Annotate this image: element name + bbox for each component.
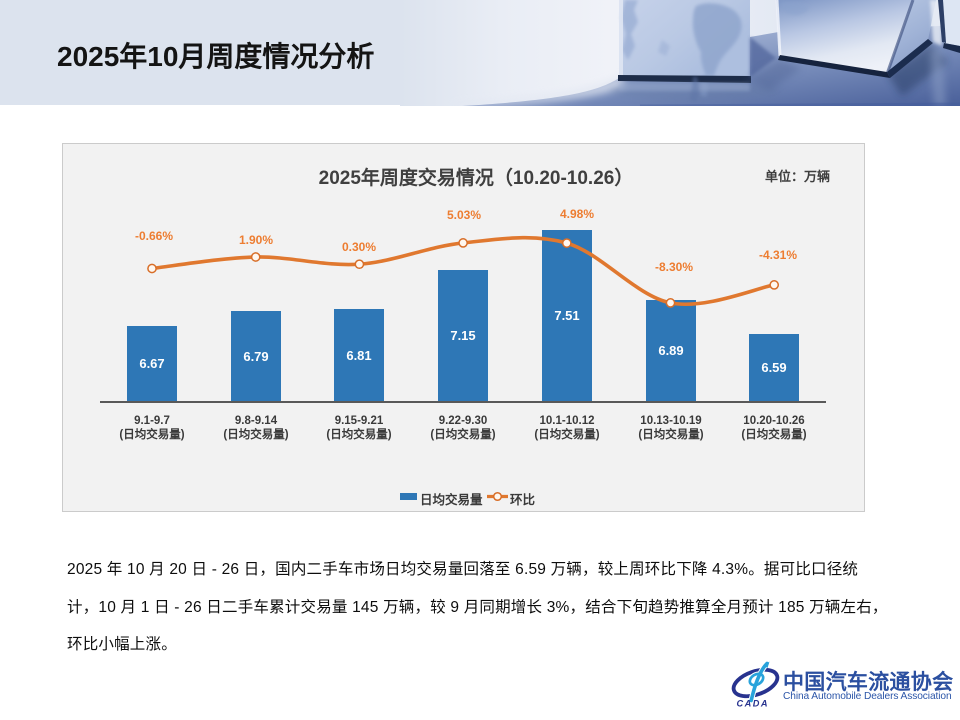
- svg-text:CADA: CADA: [737, 699, 770, 709]
